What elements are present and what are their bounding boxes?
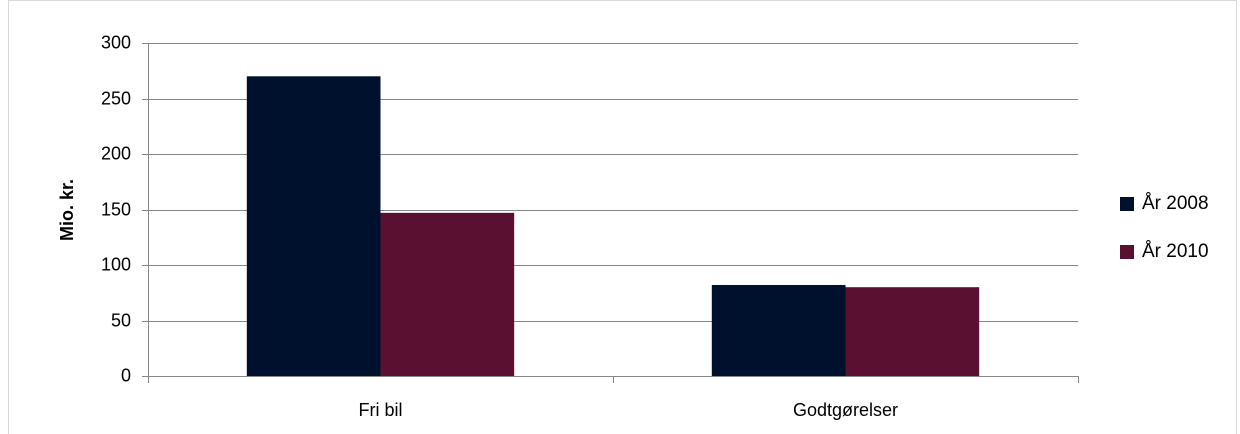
labels: 0 50 100 150 200 250 300 Fri bil Godtgørelser (101, 32, 898, 420)
y-tick-label: 50 (111, 310, 131, 330)
legend-label: År 2008 (1142, 193, 1209, 214)
bars (246, 76, 980, 377)
y-tick-label: 200 (101, 143, 131, 163)
y-tick-label: 300 (101, 32, 131, 52)
y-axis-title: Mio. kr. (57, 179, 77, 241)
x-category-label: Godtgørelser (793, 400, 898, 420)
y-tick-label: 250 (101, 88, 131, 108)
legend-swatch (1120, 245, 1134, 259)
legend-swatch (1120, 197, 1134, 211)
bar-series-2 (845, 287, 980, 376)
y-tick-label: 150 (101, 199, 131, 219)
chart-border (8, 0, 1237, 434)
legend-label: År 2010 (1142, 241, 1209, 262)
x-category-label: Fri bil (359, 400, 403, 420)
bar-series-1 (246, 76, 381, 377)
bar-series-2 (380, 212, 515, 376)
y-tick-label: 100 (101, 254, 131, 274)
bar-series-1 (711, 284, 846, 376)
axes (142, 43, 1079, 383)
legend: År 2008 År 2010 (1120, 193, 1209, 262)
y-tick-label: 0 (121, 365, 131, 385)
